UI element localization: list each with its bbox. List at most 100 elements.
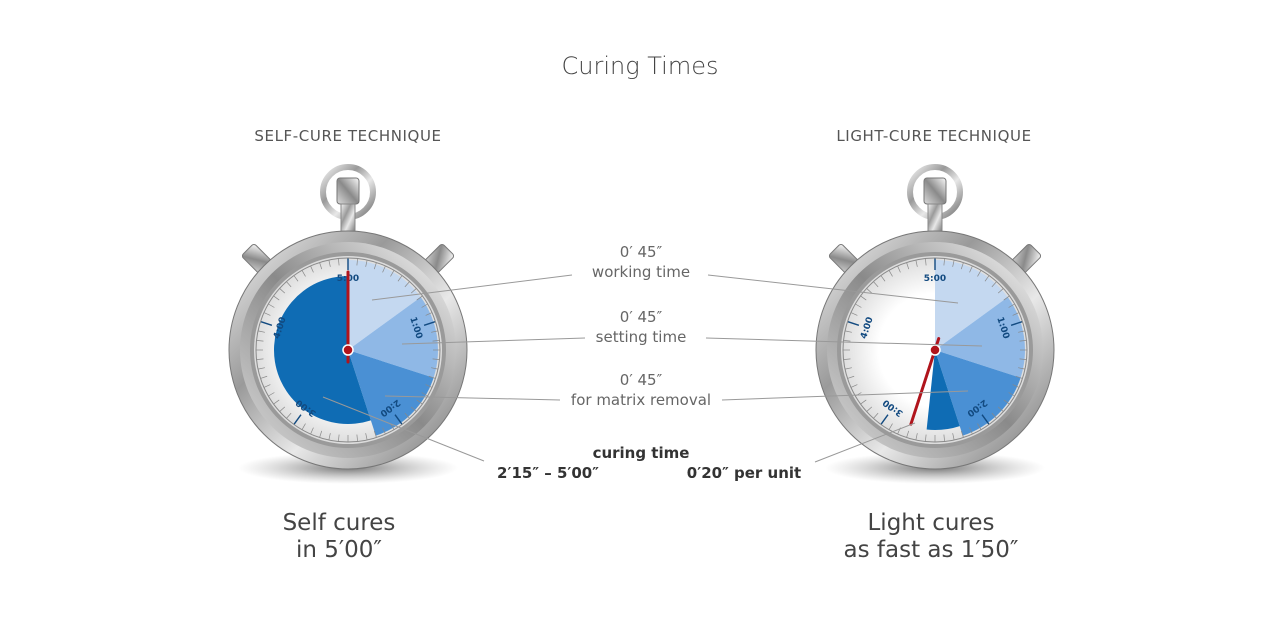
dial-tick <box>1008 392 1015 397</box>
leader-setting-right <box>705 337 983 347</box>
dial-tick <box>260 375 268 379</box>
dial-tick <box>866 288 873 294</box>
dial-tick <box>844 367 852 370</box>
dial-tick <box>356 434 358 442</box>
dial-tick <box>1003 295 1010 301</box>
leader-working-left <box>371 274 573 301</box>
dial-tick <box>897 265 901 273</box>
dial-tick <box>404 281 410 288</box>
dial-tick <box>268 392 275 397</box>
segment-matrix <box>935 350 1021 436</box>
leader-setting-left <box>401 337 586 345</box>
hand-pivot <box>342 344 354 356</box>
dial-tick <box>273 399 280 405</box>
dial-tick <box>880 414 889 425</box>
hand-pivot <box>929 344 941 356</box>
crown-knob <box>923 177 947 205</box>
dial-tick <box>969 265 973 273</box>
curing-time-label: curing time <box>593 444 690 462</box>
self-cure-caption-line2: in 5′00″ <box>296 537 382 563</box>
dial-tick <box>843 358 851 360</box>
dial-tick <box>952 259 955 267</box>
dial-tick <box>432 358 440 360</box>
dial-tick <box>991 281 997 288</box>
dial-tick <box>286 412 292 419</box>
self-cure-curing-value: 2′15″ – 5′00″ <box>497 464 599 482</box>
working-time-label: working time <box>592 263 690 281</box>
dial-tick <box>338 258 340 266</box>
dial-tick <box>915 433 918 441</box>
dial-tick <box>425 384 433 388</box>
crown-stem <box>340 203 356 235</box>
dial-tick <box>365 433 368 441</box>
dial-tick <box>319 430 323 438</box>
dial-tick <box>847 320 860 326</box>
dial-tick <box>860 295 867 301</box>
dial-tick <box>873 281 879 288</box>
crown-stem <box>927 203 943 235</box>
dial-tick <box>866 406 873 412</box>
dial-tick <box>390 270 395 277</box>
dial-tick <box>925 258 927 266</box>
dial-tick <box>279 406 286 412</box>
dial-tick <box>850 384 858 388</box>
light-cure-stopwatch: 5:001:002:003:004:00 <box>815 164 1055 484</box>
light-cure-caption-line1: Light cures <box>867 510 994 536</box>
dial-tick <box>991 412 997 419</box>
dial-tick <box>943 434 945 442</box>
dial-tick <box>843 340 851 342</box>
dial-tick <box>1008 303 1015 308</box>
dial-tick <box>279 288 286 294</box>
dial-tick <box>257 330 265 333</box>
dial-tick <box>425 312 433 316</box>
dial-tick <box>268 303 275 308</box>
dial-tick <box>416 295 423 301</box>
leader-curing-right <box>814 422 916 463</box>
dial-tick <box>365 259 368 267</box>
dial-tick <box>873 412 879 419</box>
dial-tick <box>855 303 862 308</box>
dial-tick <box>293 275 299 282</box>
dial-tick <box>421 392 428 397</box>
dial-tick <box>925 434 927 442</box>
dial-tick <box>977 423 982 430</box>
dial-tick <box>915 259 918 267</box>
dial-tick <box>844 330 852 333</box>
dial-tick <box>410 288 417 294</box>
dial-tick <box>431 367 439 370</box>
dial-tick <box>997 406 1004 412</box>
leader-curing-left <box>322 396 485 462</box>
dial-tick <box>984 275 990 282</box>
dial-tick <box>1018 367 1026 370</box>
self-cure-stopwatch: 5:001:002:003:004:00 <box>228 164 468 484</box>
setting-time-label: setting time <box>596 328 687 346</box>
dial-tick <box>960 262 964 270</box>
dial-tick <box>1015 375 1023 379</box>
dial-tick <box>256 340 264 342</box>
dial-tick <box>428 375 436 379</box>
dial-tick <box>860 399 867 405</box>
dial-tick <box>397 275 403 282</box>
dial-tick <box>390 423 395 430</box>
dial-tick <box>880 275 886 282</box>
segment-curing <box>926 350 960 430</box>
dial-tick <box>373 430 377 438</box>
dial-rim <box>842 257 1028 443</box>
segment-setting <box>348 297 438 378</box>
dial-tick <box>943 258 945 266</box>
dial-tick <box>257 367 265 370</box>
dial-tick <box>416 399 423 405</box>
crown-knob <box>336 177 360 205</box>
self-cure-caption-line1: Self cures <box>283 510 396 536</box>
dial-tick <box>850 312 858 316</box>
dial-label: 5:00 <box>924 274 946 284</box>
dial-tick <box>1012 312 1020 316</box>
segment-setting <box>935 297 1026 378</box>
dial-tick <box>421 303 428 308</box>
dial-tick <box>960 430 964 438</box>
dial-tick <box>997 288 1004 294</box>
dial-tick <box>1019 358 1027 360</box>
dial-tick <box>356 258 358 266</box>
dial-tick <box>1018 330 1026 333</box>
